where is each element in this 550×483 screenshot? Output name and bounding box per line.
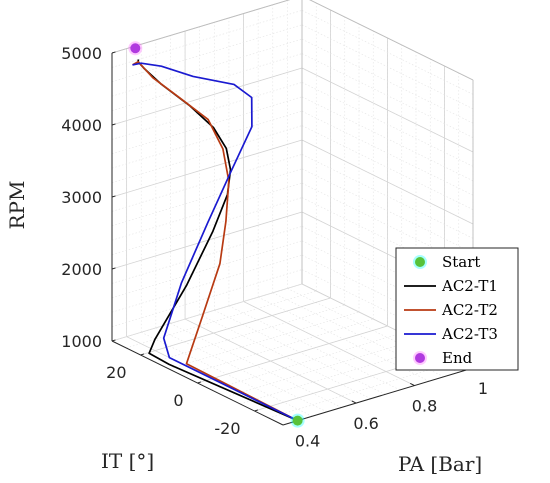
- end-marker: [130, 43, 141, 54]
- grid-sidewall-z-minor: [301, 10, 474, 95]
- legend-entry-ac2-t2: AC2-T2: [404, 301, 498, 319]
- legend-label: AC2-T3: [441, 325, 498, 343]
- x-axis-title: PA [Bar]: [398, 452, 482, 476]
- z-tick-label: 5000: [61, 44, 102, 63]
- grid-sidewall-z-minor: [301, 82, 474, 167]
- y-tick-mark: [197, 381, 202, 384]
- z-tick-mark: [111, 123, 116, 126]
- grid-floor-y-minor: [183, 318, 374, 377]
- z-tick-mark: [111, 51, 116, 54]
- z-tick-label: 3000: [61, 188, 102, 207]
- grid-layer: [111, 0, 474, 426]
- x-tick-label: 0.6: [353, 414, 378, 433]
- grid-floor-y-major: [197, 325, 388, 384]
- legend-entry-ac2-t1: AC2-T1: [404, 277, 498, 295]
- z-tick-mark: [111, 339, 116, 342]
- grid-floor-y-major: [140, 297, 331, 356]
- z-tick-label: 1000: [61, 332, 102, 351]
- grid-sidewall-z-minor: [301, 154, 474, 239]
- x-tick-label: 0.4: [295, 432, 320, 451]
- legend-label: AC2-T2: [441, 301, 498, 319]
- grid-backwall-z-minor: [111, 38, 303, 97]
- x-tick-mark: [351, 400, 357, 404]
- grid-sidewall-z-minor: [301, 96, 474, 182]
- grid-sidewall-z-minor: [301, 125, 474, 210]
- legend-label: AC2-T1: [441, 277, 498, 295]
- grid-floor-y-minor: [126, 290, 317, 349]
- legend-label: Start: [442, 253, 480, 271]
- z-tick-mark: [111, 267, 116, 270]
- grid-sidewall-z-minor: [301, 168, 474, 254]
- legend-entry-end: End: [413, 349, 473, 367]
- grid-backwall-z-minor: [111, 254, 303, 313]
- grid-backwall-z-minor: [111, 10, 303, 68]
- grid-floor-y-minor: [168, 311, 360, 370]
- z-axis-title: RPM: [5, 181, 29, 230]
- series-line-ac2-t3: [132, 62, 298, 422]
- legend-swatch: [415, 257, 425, 267]
- y-tick-mark: [254, 409, 259, 412]
- grid-backwall-z-minor: [111, 82, 303, 140]
- legend-entry-start: Start: [413, 253, 480, 271]
- box-edge: [309, 0, 474, 81]
- grid-sidewall-z-minor: [301, 53, 474, 138]
- y-tick-label: -20: [214, 419, 240, 438]
- grid-sidewall-z-minor: [301, 24, 474, 110]
- grid-backwall-z-minor: [111, 226, 303, 284]
- y-axis-title: IT [°]: [101, 449, 154, 473]
- legend-entry-ac2-t3: AC2-T3: [404, 325, 498, 343]
- grid-backwall-z-minor: [111, 125, 303, 183]
- grid-backwall-z-minor: [111, 240, 303, 299]
- grid-floor-y-minor: [225, 339, 417, 398]
- grid-backwall-z-minor: [111, 24, 303, 83]
- grid-sidewall-z-major: [301, 67, 474, 153]
- z-tick-label: 2000: [61, 260, 102, 279]
- grid-backwall-z-minor: [111, 168, 303, 227]
- box-edge: [111, 0, 291, 54]
- x-tick-label: 1: [478, 379, 488, 398]
- start-marker: [292, 415, 303, 426]
- z-tick-label: 4000: [61, 116, 102, 135]
- legend: Start AC2-T1 AC2-T2 AC2-T3 End: [395, 247, 519, 371]
- grid-backwall-z-minor: [111, 182, 303, 241]
- grid-backwall-z-major: [111, 211, 303, 270]
- x-axis-line: [282, 367, 474, 426]
- grid-sidewall-z-minor: [301, 110, 474, 196]
- grid-backwall-z-minor: [111, 96, 303, 155]
- grid-backwall-z-major: [111, 67, 303, 126]
- grid-sidewall-z-minor: [301, 38, 474, 124]
- grid-sidewall-z-major: [301, 139, 474, 225]
- grid-floor-y-minor: [154, 304, 345, 363]
- grid-floor-y-minor: [111, 283, 303, 342]
- marker-layer: [128, 41, 305, 428]
- series-line-ac2-t1: [137, 59, 298, 422]
- grid-backwall-z-minor: [111, 53, 303, 111]
- legend-box: [395, 247, 519, 371]
- y-tick-mark: [140, 353, 145, 356]
- x-tick-label: 0.8: [412, 397, 437, 416]
- y-tick-label: 0: [173, 391, 183, 410]
- series-line-ac2-t2: [132, 60, 298, 422]
- grid-backwall-z-minor: [111, 110, 303, 169]
- legend-swatch: [415, 353, 425, 363]
- grid-backwall-z-minor: [111, 269, 303, 327]
- grid-backwall-z-minor: [111, 154, 303, 212]
- z-tick-mark: [111, 195, 116, 198]
- x-tick-mark: [410, 382, 415, 386]
- legend-label: End: [442, 349, 473, 367]
- y-tick-label: 20: [106, 363, 126, 382]
- series-layer: [132, 59, 298, 422]
- grid-floor-y-minor: [211, 332, 402, 391]
- grid-backwall-z-major: [111, 139, 303, 198]
